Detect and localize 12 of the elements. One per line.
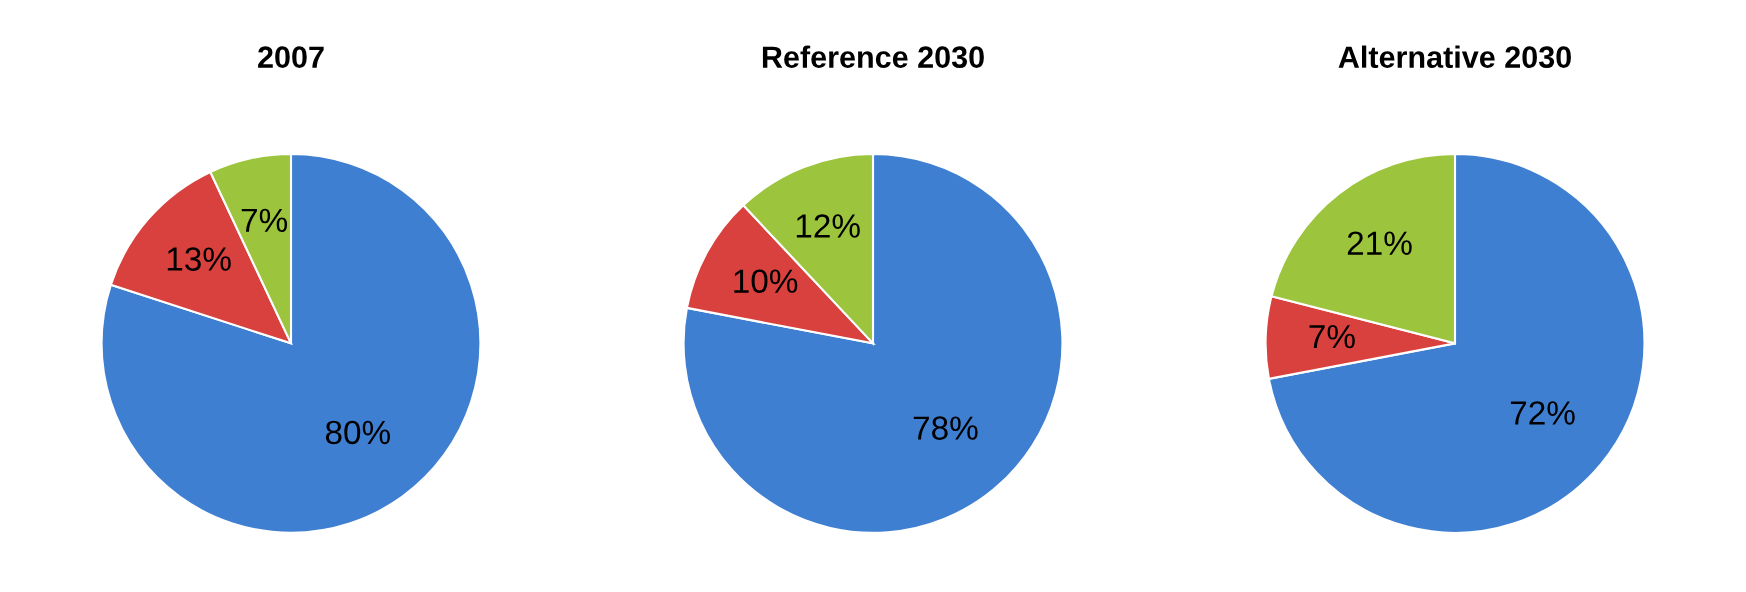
chart-title: 2007: [258, 46, 324, 68]
data-label: 7%: [241, 208, 288, 233]
data-label: 72%: [1510, 401, 1575, 425]
chart-title: Alternative 2030: [1338, 45, 1571, 69]
data-label: 80%: [325, 420, 390, 445]
data-label: 78%: [913, 416, 978, 440]
data-label: 10%: [734, 269, 798, 293]
data-label: 21%: [1347, 231, 1412, 255]
data-label: 7%: [1309, 324, 1355, 349]
data-label: 13%: [167, 247, 231, 271]
data-label: 12%: [796, 214, 860, 238]
chart-title: Reference 2030: [762, 45, 984, 69]
